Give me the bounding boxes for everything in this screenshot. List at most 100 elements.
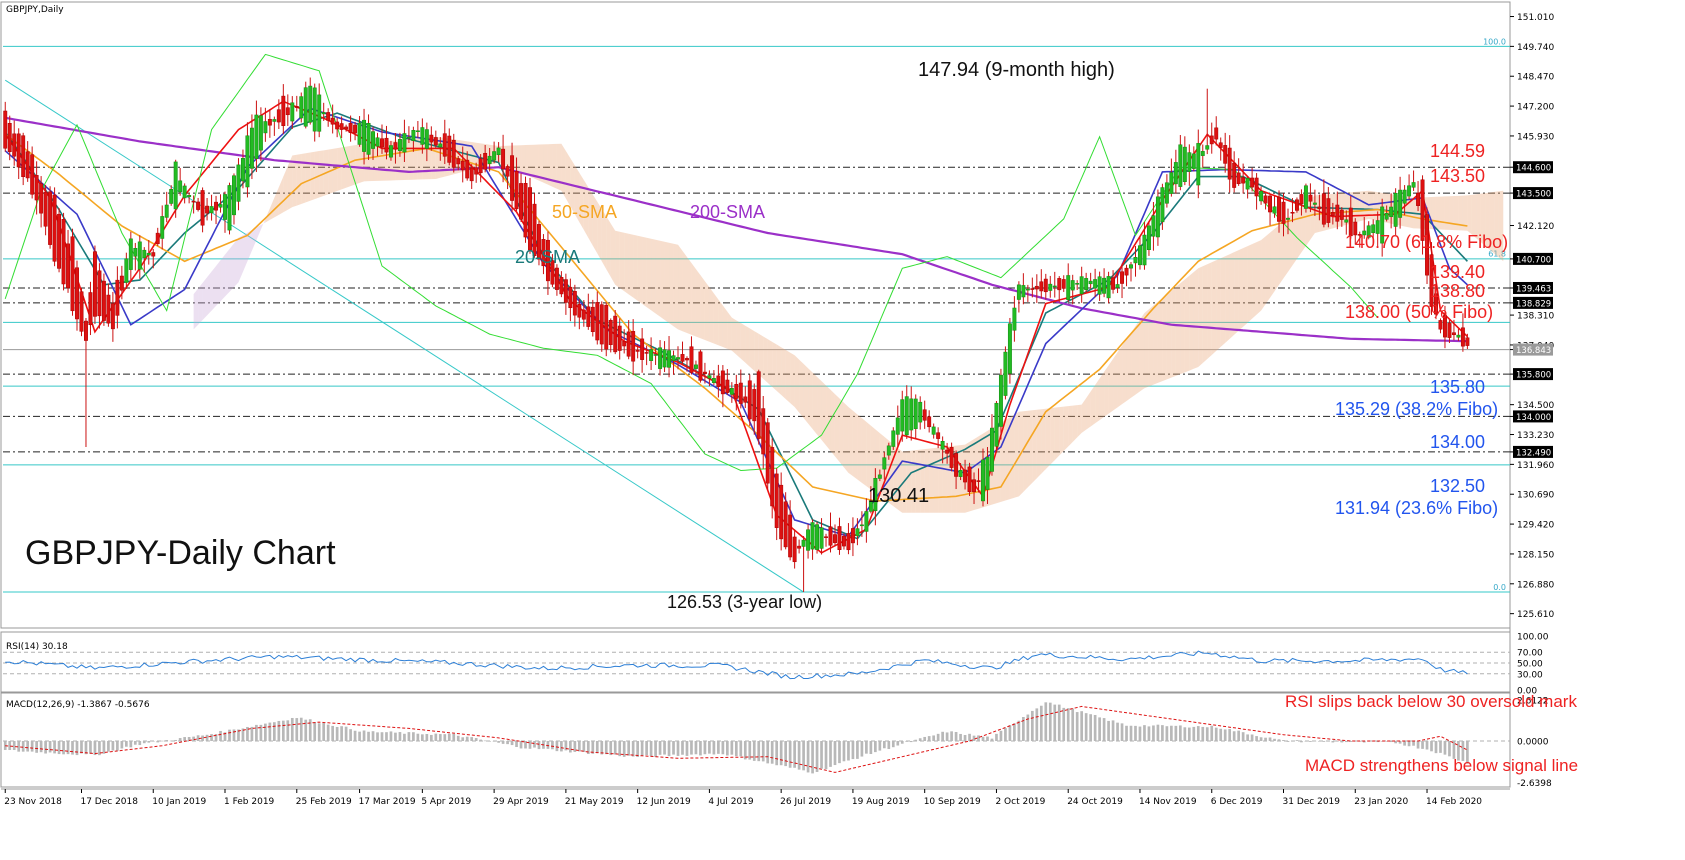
- candle-body: [891, 430, 896, 447]
- macd-histogram-bar: [555, 741, 559, 752]
- candle-body: [738, 382, 743, 404]
- candle-body: [913, 398, 918, 429]
- cloud-segment: [1126, 332, 1132, 401]
- macd-histogram-bar: [1026, 714, 1030, 741]
- cloud-segment: [615, 230, 620, 288]
- candle-body: [218, 204, 223, 208]
- macd-histogram-bar: [98, 741, 101, 756]
- macd-histogram-bar: [1241, 732, 1245, 741]
- macd-histogram-bar: [30, 741, 34, 752]
- cloud-segment: [1077, 404, 1082, 438]
- cloud-segment: [319, 150, 324, 198]
- sma200-label: 200-SMA: [690, 202, 765, 222]
- cloud-segment: [740, 323, 746, 363]
- macd-histogram-bar: [1205, 727, 1209, 741]
- macd-histogram-bar: [353, 730, 357, 741]
- macd-histogram-bar: [367, 731, 370, 741]
- candle-body: [66, 243, 70, 289]
- cloud-segment: [296, 153, 302, 206]
- candle-body: [900, 399, 905, 432]
- low-annotation: 126.53 (3-year low): [667, 592, 822, 612]
- macd-histogram-bar: [1439, 741, 1442, 753]
- cloud-segment: [906, 450, 912, 513]
- macd-histogram-bar: [89, 741, 92, 754]
- candle-body: [173, 161, 178, 210]
- macd-histogram-bar: [273, 722, 276, 741]
- candle-body: [1259, 190, 1264, 202]
- candle-body: [1268, 195, 1273, 213]
- macd-histogram-bar: [1174, 725, 1178, 741]
- candle-body: [1057, 278, 1062, 291]
- macd-histogram-bar: [1421, 741, 1424, 749]
- candle-body: [945, 449, 950, 454]
- macd-histogram-bar: [1129, 725, 1133, 741]
- candle-body: [106, 294, 111, 324]
- cloud-segment: [686, 256, 692, 335]
- macd-histogram-bar: [1161, 725, 1164, 741]
- macd-histogram-bar: [838, 741, 841, 764]
- macd-histogram-bar: [577, 741, 581, 752]
- macd-histogram-bar: [250, 726, 254, 741]
- cloud-segment: [251, 227, 257, 251]
- macd-histogram-bar: [1039, 705, 1043, 741]
- macd-histogram-bar: [264, 723, 267, 741]
- candle-body: [662, 349, 667, 368]
- cloud-segment: [1144, 309, 1149, 389]
- time-tick-label: 10 Sep 2019: [924, 797, 981, 807]
- cloud-segment: [552, 143, 557, 189]
- time-tick-label: 19 Aug 2019: [852, 797, 910, 807]
- cloud-segment: [242, 232, 248, 272]
- level-annotation-144-59: 144.59: [1430, 141, 1485, 161]
- macd-histogram-bar: [1461, 741, 1465, 761]
- macd-histogram-bar: [479, 739, 483, 741]
- cloud-segment: [1444, 196, 1450, 230]
- cloud-segment: [915, 449, 921, 513]
- macd-histogram-bar: [17, 741, 21, 752]
- candle-body: [362, 119, 367, 152]
- cloud-segment: [202, 277, 208, 321]
- macd-histogram-bar: [219, 730, 222, 741]
- candle-body: [801, 539, 806, 547]
- macd-histogram-bar: [1452, 741, 1456, 759]
- candle-body: [828, 526, 833, 546]
- candle-body: [21, 135, 26, 177]
- macd-histogram-bar: [923, 736, 927, 741]
- cloud-segment: [211, 265, 217, 311]
- cloud-segment: [1162, 294, 1167, 382]
- time-tick-label: 10 Jan 2019: [152, 797, 206, 807]
- macd-histogram-bar: [84, 741, 88, 755]
- candle-body: [998, 374, 1003, 427]
- macd-histogram-bar: [371, 731, 375, 741]
- macd-histogram-bar: [1147, 726, 1151, 741]
- macd-histogram-bar: [1430, 741, 1433, 752]
- cloud-segment: [758, 333, 764, 379]
- cloud-segment: [373, 142, 378, 182]
- candle-body: [1326, 198, 1331, 223]
- cloud-segment: [332, 148, 338, 193]
- candle-body: [1173, 162, 1178, 185]
- cloud-segment: [799, 359, 804, 418]
- macd-histogram-bar: [1223, 729, 1227, 741]
- cloud-segment: [1095, 378, 1100, 424]
- macd-histogram-bar: [187, 737, 191, 741]
- candle-body: [577, 304, 582, 318]
- candle-body: [335, 121, 340, 130]
- macd-histogram-bar: [613, 741, 617, 755]
- macd-histogram-bar: [941, 731, 944, 741]
- macd-histogram-bar: [452, 733, 456, 741]
- macd-histogram-bar: [1273, 738, 1276, 741]
- macd-histogram-bar: [183, 737, 186, 741]
- candle-body: [1070, 280, 1075, 291]
- macd-histogram-bar: [93, 741, 97, 756]
- macd-histogram-bar: [1353, 741, 1357, 742]
- macd-histogram-bar: [802, 741, 805, 771]
- cloud-segment: [597, 201, 602, 262]
- cloud-segment: [1283, 217, 1288, 279]
- cloud-segment: [431, 136, 436, 180]
- cloud-segment: [1063, 406, 1069, 452]
- macd-histogram-bar: [304, 719, 308, 741]
- macd-histogram-bar: [331, 725, 335, 741]
- cloud-segment: [207, 271, 212, 316]
- cloud-segment: [341, 146, 347, 190]
